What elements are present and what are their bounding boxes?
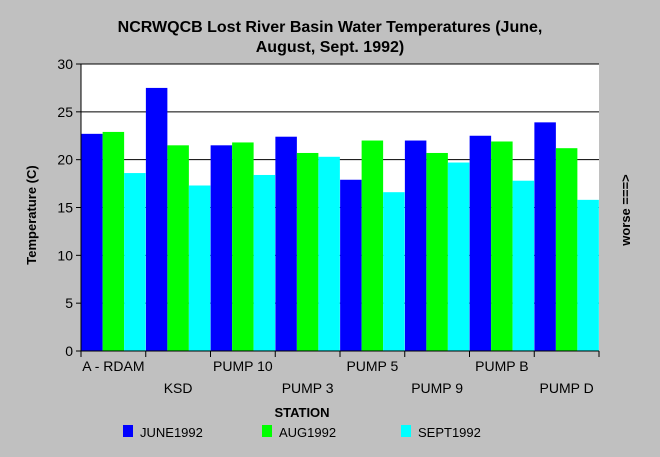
- x-tick-label: PUMP 3: [282, 380, 334, 396]
- bar-sept1992-5: [447, 162, 470, 351]
- bar-aug1992-4: [361, 140, 384, 351]
- bar-june1992-1: [145, 87, 168, 352]
- y-tick-label: 25: [57, 104, 73, 120]
- bar-aug1992-0: [102, 131, 125, 351]
- bar-aug1992-2: [232, 142, 254, 351]
- chart-title-line-2: August, Sept. 1992): [256, 39, 404, 56]
- x-tick-label: PUMP B: [475, 358, 528, 374]
- bar-sept1992-7: [577, 199, 599, 351]
- chart-title-line-1: NCRWQCB Lost River Basin Water Temperatu…: [118, 19, 543, 36]
- bar-june1992-0: [81, 133, 103, 351]
- bar-aug1992-3: [296, 152, 319, 351]
- bar-june1992-7: [534, 122, 556, 352]
- bar-sept1992-1: [188, 185, 211, 351]
- legend-label-aug1992: AUG1992: [279, 425, 336, 440]
- x-axis-label: STATION: [274, 405, 329, 420]
- y-tick-label: 0: [65, 343, 73, 359]
- x-tick-label: PUMP D: [540, 380, 594, 396]
- bar-june1992-5: [404, 140, 427, 351]
- bars: [81, 87, 599, 352]
- legend: JUNE1992 AUG1992 SEPT1992: [123, 425, 481, 440]
- legend-swatch-sept1992: [401, 425, 411, 437]
- x-axis-ticks: A - RDAM KSD PUMP 10 PUMP 3 PUMP 5 PUMP 9 PUMP…: [80, 351, 600, 396]
- y-axis-label: Temperature (C): [24, 165, 39, 264]
- bar-sept1992-4: [383, 192, 405, 351]
- x-tick-label: A - RDAM: [82, 358, 144, 374]
- bar-sept1992-3: [318, 156, 340, 351]
- x-tick-label: KSD: [164, 380, 193, 396]
- bar-june1992-3: [275, 136, 297, 351]
- bar-sept1992-2: [253, 174, 276, 351]
- y-tick-label: 30: [57, 56, 73, 72]
- bar-aug1992-1: [167, 145, 189, 351]
- bar-aug1992-7: [555, 148, 578, 351]
- right-axis-label: worse ===>: [618, 174, 633, 247]
- legend-label-sept1992: SEPT1992: [418, 425, 481, 440]
- bar-june1992-2: [210, 145, 233, 351]
- x-tick-label: PUMP 5: [346, 358, 398, 374]
- y-tick-label: 10: [57, 247, 73, 263]
- y-tick-label: 15: [57, 200, 73, 216]
- x-tick-label: PUMP 10: [213, 358, 273, 374]
- bar-sept1992-6: [512, 180, 535, 351]
- y-axis-ticks: 0 5 10 15 20 25 30: [57, 56, 81, 359]
- bar-sept1992-0: [124, 173, 146, 351]
- y-tick-label: 5: [65, 295, 73, 311]
- bar-june1992-4: [340, 179, 362, 351]
- bar-june1992-6: [469, 135, 492, 351]
- legend-label-june1992: JUNE1992: [140, 425, 203, 440]
- bar-aug1992-6: [491, 141, 513, 351]
- legend-swatch-aug1992: [262, 425, 272, 437]
- y-tick-label: 20: [57, 152, 73, 168]
- x-tick-label: PUMP 9: [411, 380, 463, 396]
- bar-aug1992-5: [426, 152, 448, 351]
- legend-swatch-june1992: [123, 425, 133, 437]
